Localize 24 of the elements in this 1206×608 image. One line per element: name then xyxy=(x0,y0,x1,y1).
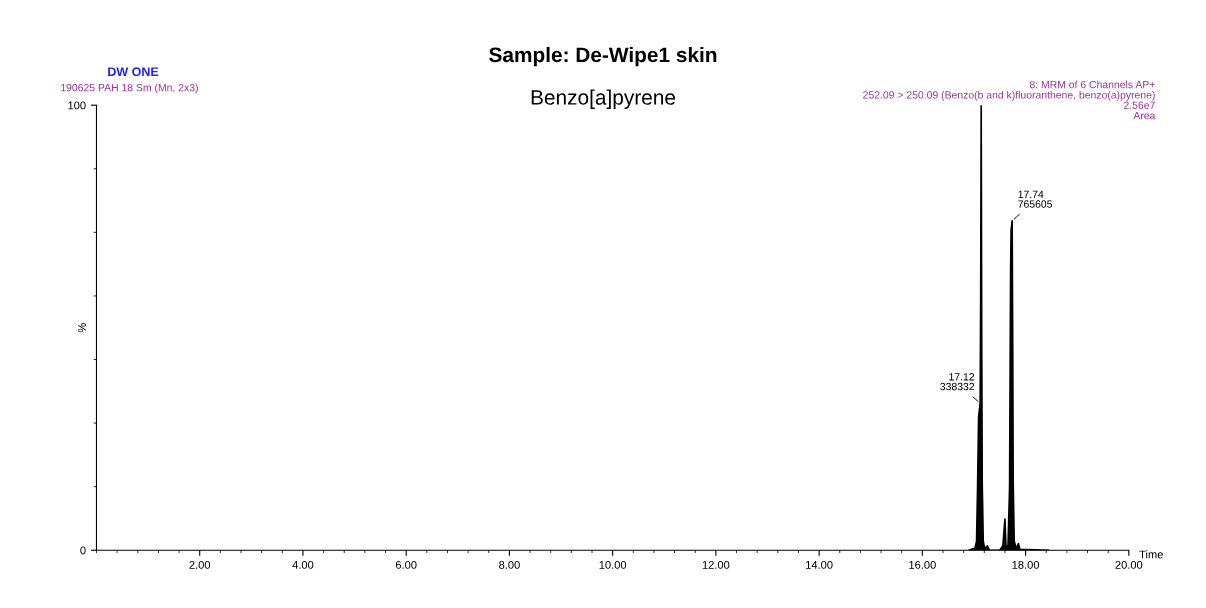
chart-title: Sample: De-Wipe1 skin xyxy=(489,46,717,67)
x-tick-label: 2.00 xyxy=(189,560,211,569)
y-axis-title: % xyxy=(78,323,86,333)
y-tick-label: 0 xyxy=(80,546,86,555)
x-tick-label: 10.00 xyxy=(599,560,627,569)
text: 190625 PAH 18 Sm (Mn, 2x3) xyxy=(61,83,198,94)
x-tick-label: 16.00 xyxy=(909,560,936,569)
x-tick-label: 12.00 xyxy=(702,560,730,569)
x-tick-label: 4.00 xyxy=(292,560,314,569)
x-tick-label: 14.00 xyxy=(806,560,833,569)
x-tick-label: 18.00 xyxy=(1012,560,1040,569)
x-axis-title: Time xyxy=(1139,550,1163,559)
text: 8: MRM of 6 Channels AP+ xyxy=(1029,80,1155,89)
x-tick-label: 8.00 xyxy=(499,560,520,569)
annotation: 17.74 765605 xyxy=(1018,190,1053,208)
y-tick-label: 100 xyxy=(68,101,86,110)
chart-subtitle: Benzo[a]pyrene xyxy=(531,89,676,109)
text: Area xyxy=(1133,112,1156,120)
annotation: 17.12 338332 xyxy=(940,373,975,391)
text: 252.09 > 250.09 (Benzo(b and k)fluoranthene, benzo(a)pyrene) xyxy=(863,90,1155,101)
text: DW ONE xyxy=(108,67,159,77)
annotation: 2.56e7 xyxy=(1124,101,1155,109)
x-tick-label: 6.00 xyxy=(395,560,417,569)
x-tick-label: 20.00 xyxy=(1115,560,1143,569)
